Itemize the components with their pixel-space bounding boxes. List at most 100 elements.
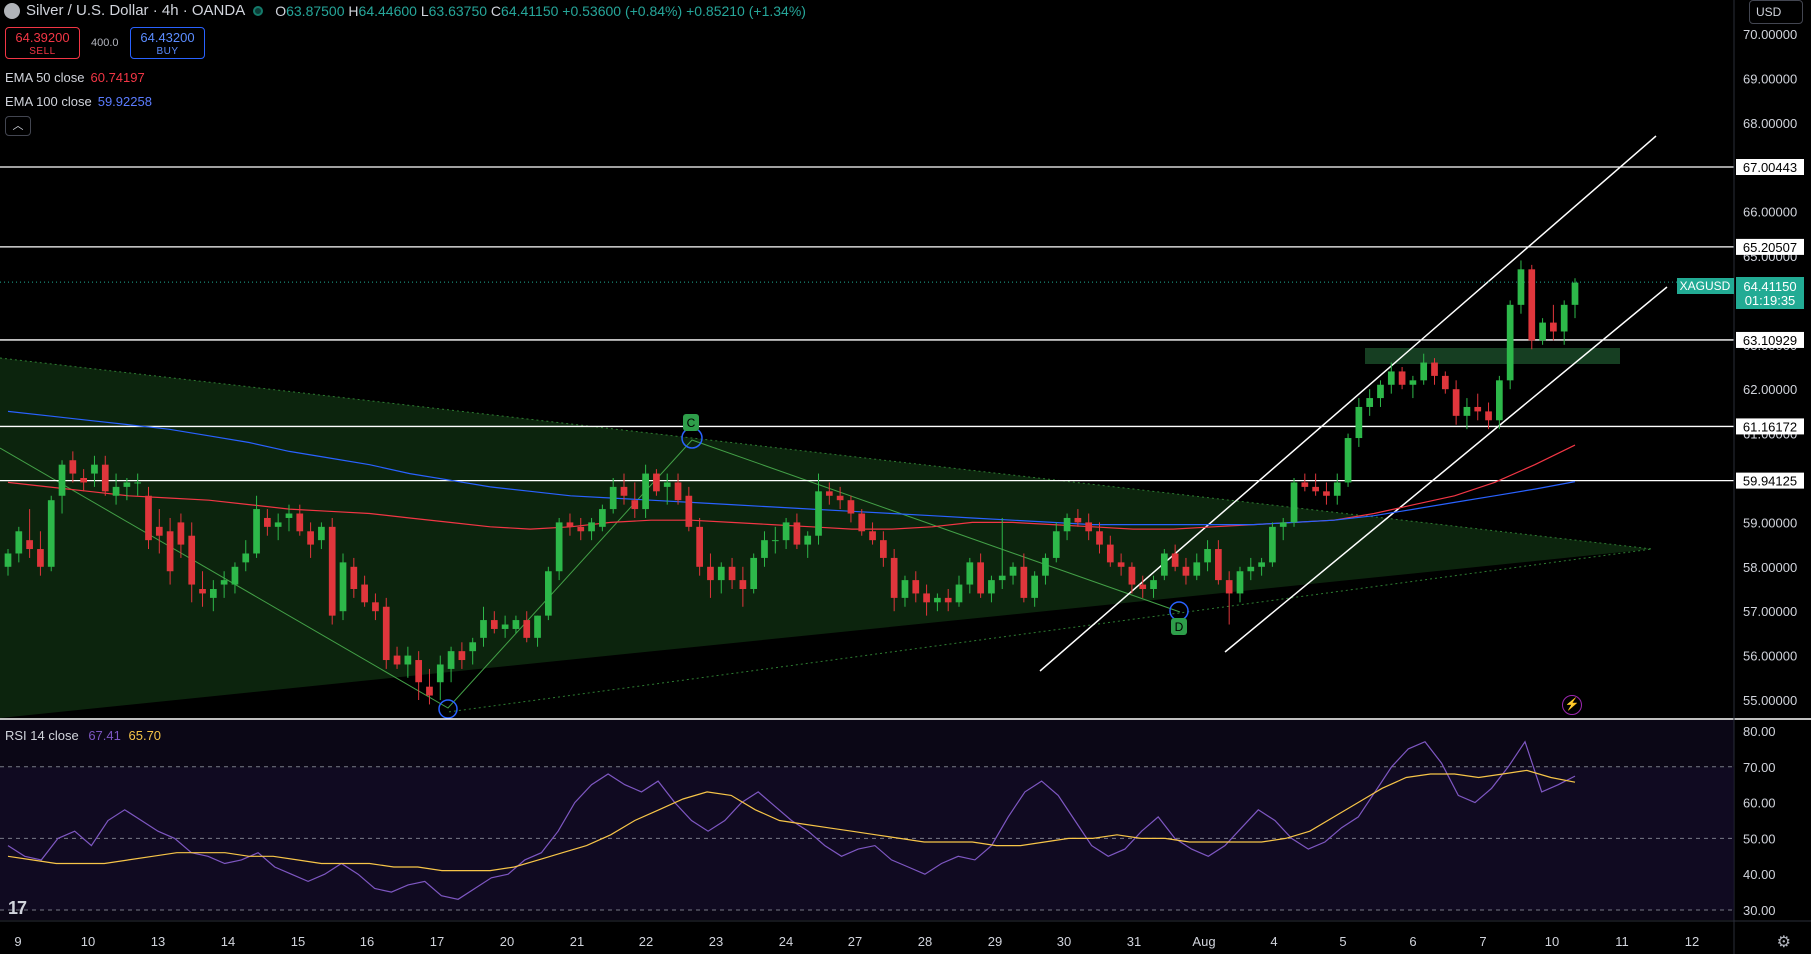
svg-text:01:19:35: 01:19:35: [1745, 293, 1796, 308]
market-status-icon[interactable]: [253, 5, 264, 16]
candle-body: [188, 535, 196, 585]
time-axis-label: 7: [1479, 934, 1486, 949]
candle: [112, 473, 120, 505]
candle-body: [815, 491, 822, 536]
candle: [145, 486, 152, 550]
candle-body: [1290, 482, 1298, 523]
candle-body: [512, 620, 520, 629]
candle: [1117, 553, 1125, 576]
candle-body: [728, 566, 736, 581]
candle: [1431, 358, 1438, 385]
candle-body: [264, 517, 271, 527]
candle-body: [944, 597, 952, 603]
candle-body: [101, 464, 109, 492]
candle: [361, 575, 368, 607]
collapse-legend-button[interactable]: ︿: [5, 116, 31, 136]
time-axis-label: 17: [430, 934, 444, 949]
level-label: 67.00443: [1743, 160, 1797, 175]
candle-body: [382, 606, 390, 661]
candle: [847, 495, 855, 523]
candle-body: [220, 580, 228, 585]
candle: [1550, 304, 1557, 341]
candle-body: [1377, 384, 1384, 399]
time-axis-label: 29: [988, 934, 1002, 949]
time-axis-label: 30: [1057, 934, 1071, 949]
sell-price: 64.39200: [15, 30, 70, 45]
candle-body: [880, 540, 887, 558]
candle: [436, 655, 444, 700]
candle: [1290, 478, 1298, 527]
candle-body: [253, 509, 260, 554]
price-axis-label: 56.00000: [1743, 649, 1797, 664]
time-axis-label: 20: [500, 934, 514, 949]
candle-body: [274, 522, 282, 527]
buy-button[interactable]: 64.43200 BUY: [130, 27, 205, 59]
candle-body: [1182, 566, 1190, 576]
candle-body: [1431, 362, 1438, 376]
ema50-legend[interactable]: EMA 50 close 60.74197: [5, 70, 145, 85]
candle-body: [447, 651, 455, 669]
candle: [782, 517, 790, 550]
candle-body: [771, 540, 779, 542]
candle: [101, 455, 109, 496]
candle: [566, 513, 574, 536]
candle: [209, 580, 217, 612]
candle-body: [674, 482, 682, 501]
candle-body: [1398, 371, 1406, 385]
candle-body: [620, 486, 628, 496]
candle: [555, 517, 563, 581]
gear-icon[interactable]: ⚙: [1776, 934, 1791, 951]
candle-body: [80, 478, 87, 483]
currency-select[interactable]: USD: [1749, 0, 1803, 24]
symbol-title[interactable]: Silver / U.S. Dollar · 4h · OANDA: [26, 2, 246, 19]
candle-body: [653, 473, 660, 492]
candle-body: [1539, 322, 1546, 341]
candle: [707, 553, 714, 598]
candle-body: [372, 602, 379, 612]
candle-body: [1171, 553, 1179, 567]
candle: [988, 575, 995, 603]
candle: [793, 513, 801, 550]
candle: [1279, 517, 1287, 541]
triangle-pattern-area: [0, 358, 1652, 718]
candle: [1193, 553, 1201, 581]
candle: [944, 589, 952, 612]
candle-body: [307, 531, 314, 545]
candle-body: [1355, 406, 1363, 439]
candle: [901, 575, 909, 607]
level-label: 65.20507: [1743, 240, 1797, 255]
time-axis-label: 21: [570, 934, 584, 949]
pattern-point-b: [438, 699, 458, 719]
candle: [912, 571, 920, 603]
candle-body: [415, 660, 423, 683]
lightning-icon[interactable]: ⚡: [1562, 695, 1582, 715]
candle: [253, 495, 260, 558]
sell-button[interactable]: 64.39200 SELL: [5, 27, 80, 59]
candle-body: [1009, 566, 1017, 576]
candle: [4, 549, 12, 576]
candle: [1247, 557, 1255, 581]
candle: [318, 522, 325, 550]
candle-body: [663, 482, 671, 487]
candle: [37, 531, 44, 576]
candle: [1009, 562, 1017, 585]
candle-body: [566, 522, 574, 527]
ema100-legend[interactable]: EMA 100 close 59.92258: [5, 94, 152, 109]
candle-body: [1387, 371, 1395, 385]
spread-value: 400.0: [91, 37, 119, 49]
candle-body: [793, 522, 801, 545]
candle-body: [123, 482, 131, 487]
candle: [880, 531, 887, 567]
price-axis-label: 66.00000: [1743, 205, 1797, 220]
candle: [1474, 393, 1482, 421]
candle-body: [285, 513, 293, 518]
time-axis-label: 10: [1545, 934, 1559, 949]
candle-body: [1106, 544, 1114, 563]
rsi-legend[interactable]: RSI 14 close 67.41 65.70: [5, 728, 162, 743]
candle: [382, 597, 390, 669]
candle-body: [825, 491, 833, 496]
candle-body: [1474, 406, 1482, 412]
candle-body: [1096, 531, 1103, 545]
candle: [544, 566, 552, 621]
